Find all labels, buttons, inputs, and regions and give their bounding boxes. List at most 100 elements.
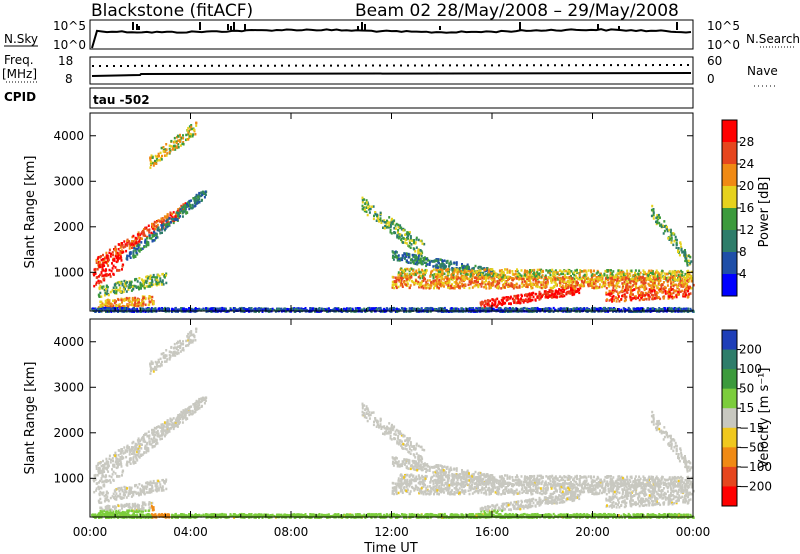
power-cell (626, 309, 629, 312)
power-cell (448, 263, 451, 267)
power-cell (397, 229, 400, 232)
power-cell (421, 242, 424, 245)
power-cell (570, 308, 572, 311)
power-cell (421, 274, 424, 277)
power-cell (526, 269, 529, 273)
power-cell (450, 274, 453, 277)
power-cell (545, 307, 548, 311)
power-cell (191, 206, 193, 210)
power-cell (365, 206, 368, 209)
power-cell (423, 261, 426, 264)
power-cell (94, 272, 97, 275)
power-cell (651, 270, 654, 273)
power-cell (606, 276, 609, 279)
power-cell (473, 284, 476, 288)
power-cell (120, 307, 123, 310)
power-cell (383, 221, 386, 224)
power-cell (607, 283, 610, 286)
power-cell (156, 276, 159, 279)
power-cell (152, 273, 155, 277)
power-cell (157, 219, 160, 222)
power-cell (532, 291, 535, 295)
power-cell (583, 307, 586, 311)
power-cell (593, 274, 596, 277)
power-cell (468, 273, 470, 276)
power-cell (137, 246, 140, 249)
power-cell (403, 270, 406, 273)
power-cell (97, 265, 100, 269)
power-cell (99, 305, 102, 309)
power-cell (445, 265, 448, 268)
power-cell (105, 261, 107, 264)
power-cell (97, 279, 100, 283)
power-cell (280, 307, 283, 311)
power-cell (675, 283, 678, 287)
power-cell (124, 307, 127, 310)
power-cell (136, 244, 139, 248)
power-cell (408, 268, 411, 271)
power-cell (126, 239, 129, 243)
power-cell (145, 245, 148, 248)
power-cell (624, 308, 627, 311)
power-cell (515, 277, 518, 280)
power-cell (438, 270, 440, 273)
power-cell (491, 268, 494, 271)
power-cell (259, 308, 262, 311)
power-cell (655, 216, 658, 220)
power-cell (538, 274, 541, 278)
power-cell (103, 257, 106, 260)
power-cell (689, 292, 692, 295)
power-cell (327, 307, 330, 310)
power-cell (172, 218, 175, 221)
power-cell (479, 269, 482, 272)
power-cell (126, 254, 129, 258)
power-cell (651, 307, 654, 310)
power-cell (304, 307, 307, 310)
power-cell (200, 309, 203, 312)
power-cell (647, 295, 650, 299)
power-cell (539, 294, 542, 298)
power-cell (509, 297, 512, 300)
power-cell (469, 275, 472, 278)
power-cell (441, 269, 443, 272)
power-cell (398, 233, 401, 236)
power-cell (500, 271, 503, 274)
power-cell (173, 140, 176, 143)
power-cell (491, 269, 494, 273)
power-cell (363, 307, 366, 311)
power-cell (171, 212, 174, 216)
cpid-label: CPID (4, 90, 36, 104)
power-cell (254, 310, 257, 313)
power-cell (153, 224, 156, 227)
power-cell (111, 267, 114, 270)
power-cell (655, 292, 658, 295)
power-cell (142, 279, 145, 283)
power-cell (652, 213, 655, 216)
power-cell (395, 251, 398, 254)
power-cell (116, 307, 119, 310)
power-cell (119, 289, 122, 292)
power-cell (558, 288, 561, 291)
power-cell (422, 276, 424, 280)
power-cell (578, 276, 581, 279)
power-cell (377, 217, 380, 221)
power-cell (391, 222, 394, 226)
power-cell (121, 304, 124, 308)
power-cell (526, 294, 529, 298)
power-cell (545, 296, 548, 299)
power-cell (176, 218, 179, 221)
power-cell (317, 308, 320, 312)
power-cell (455, 261, 458, 265)
power-cell (623, 295, 626, 298)
power-cell (612, 270, 615, 273)
power-cell (150, 161, 153, 164)
power-cell (660, 288, 663, 292)
power-cell (173, 219, 175, 223)
power-cell (383, 307, 386, 311)
power-cell (572, 272, 574, 275)
power-cell (623, 299, 626, 303)
power-cell (135, 240, 137, 243)
power-cell (434, 272, 437, 276)
power-cell (395, 307, 398, 311)
power-cell (118, 305, 121, 308)
